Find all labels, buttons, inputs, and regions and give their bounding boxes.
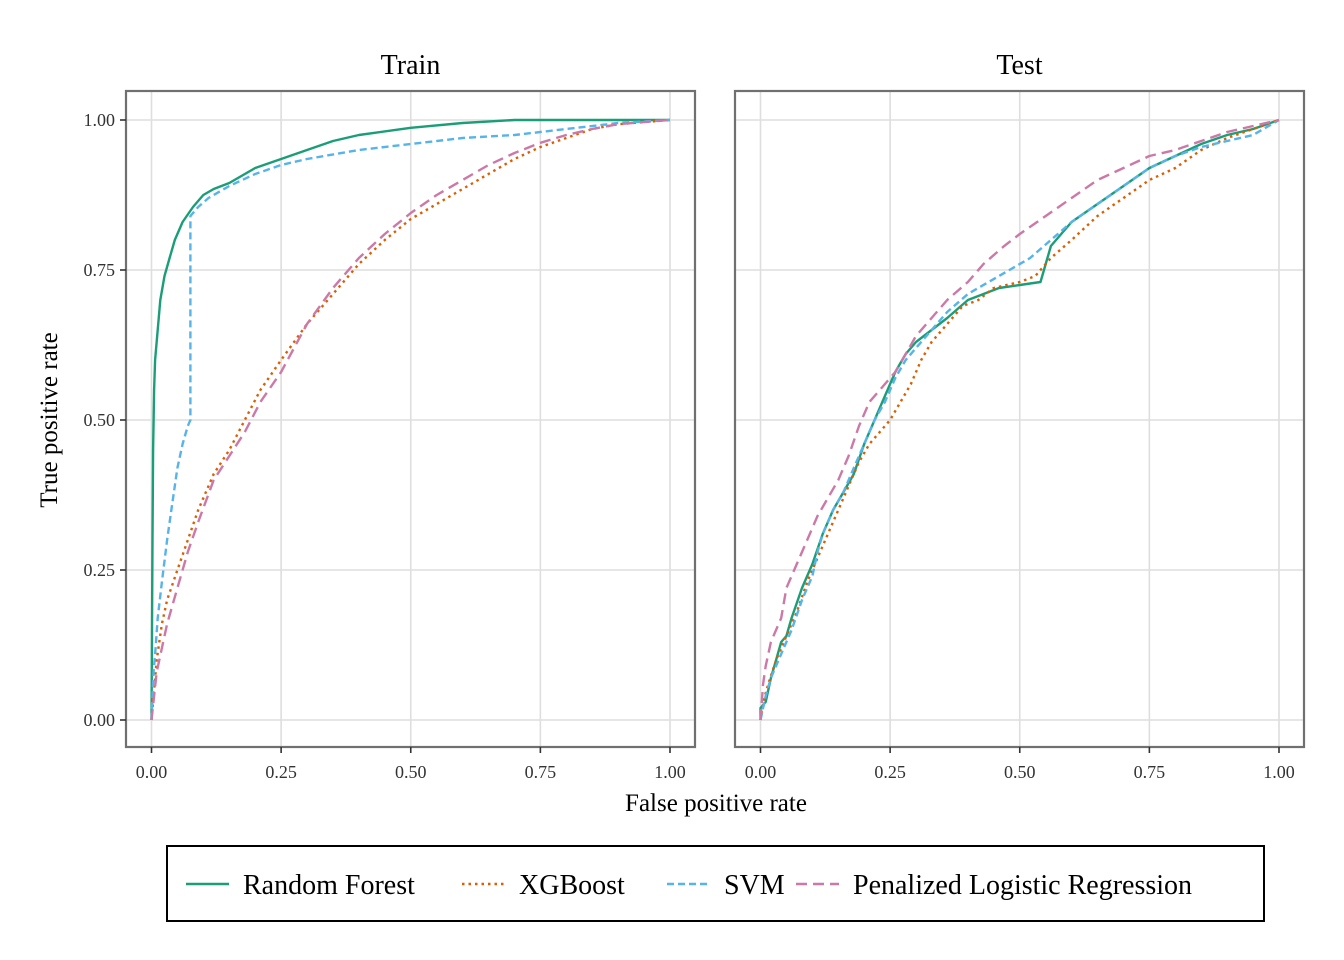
x-tick-label: 0.50 <box>1004 762 1036 782</box>
y-tick-label: 0.50 <box>84 410 116 430</box>
roc-curves <box>150 118 671 721</box>
roc-curves <box>759 118 1280 721</box>
legend-label: SVM <box>724 870 785 901</box>
roc-curve-penalized-logistic-regression <box>759 118 1280 721</box>
x-tick-label: 0.50 <box>395 762 427 782</box>
legend-box <box>166 845 1265 922</box>
y-tick-label: 0.75 <box>84 260 116 280</box>
roc-curve-xgboost <box>150 118 671 721</box>
x-axis: 0.00 0.25 0.50 0.75 1.00 <box>136 747 686 782</box>
panel-test: Test 0.00 0.25 0.50 0.75 1.00 <box>733 50 1306 782</box>
x-tick-label: 0.75 <box>1134 762 1166 782</box>
x-tick-label: 1.00 <box>654 762 686 782</box>
legend-item-random-forest: Random Forest <box>186 870 415 901</box>
gridlines <box>735 91 1304 747</box>
legend-item-penalized-logistic-regression: Penalized Logistic Regression <box>796 870 1192 901</box>
legend: Random Forest XGBoost SVM Penalized Logisti… <box>166 845 1265 922</box>
roc-curve-xgboost <box>759 118 1280 721</box>
roc-curve-penalized-logistic-regression <box>150 118 671 721</box>
legend-label: Penalized Logistic Regression <box>853 870 1192 901</box>
facet-title: Test <box>996 50 1042 81</box>
x-axis: 0.00 0.25 0.50 0.75 1.00 <box>745 747 1295 782</box>
x-tick-label: 0.00 <box>745 762 777 782</box>
legend-item-svm: SVM <box>667 870 785 901</box>
x-tick-label: 1.00 <box>1263 762 1295 782</box>
facet-title: Train <box>381 50 441 81</box>
panel-train: Train 0.00 0.25 0.50 0.75 1.00 0.00 0.25 0.50 0.7… <box>84 50 697 782</box>
legend-label: XGBoost <box>519 870 625 901</box>
y-tick-label: 0.25 <box>84 560 116 580</box>
y-tick-label: 0.00 <box>84 710 116 730</box>
x-axis-title: False positive rate <box>625 790 807 817</box>
roc-curve-random-forest <box>150 118 670 721</box>
x-tick-label: 0.00 <box>136 762 168 782</box>
legend-label: Random Forest <box>243 870 415 901</box>
x-tick-label: 0.25 <box>874 762 906 782</box>
x-tick-label: 0.25 <box>265 762 297 782</box>
x-tick-label: 0.75 <box>525 762 557 782</box>
y-axis-title: True positive rate <box>36 332 63 507</box>
roc-curve-svm <box>150 118 671 721</box>
legend-item-xgboost: XGBoost <box>462 870 625 901</box>
y-tick-label: 1.00 <box>84 110 116 130</box>
roc-curve-svm <box>759 118 1280 721</box>
y-axis: 0.00 0.25 0.50 0.75 1.00 <box>84 110 126 730</box>
